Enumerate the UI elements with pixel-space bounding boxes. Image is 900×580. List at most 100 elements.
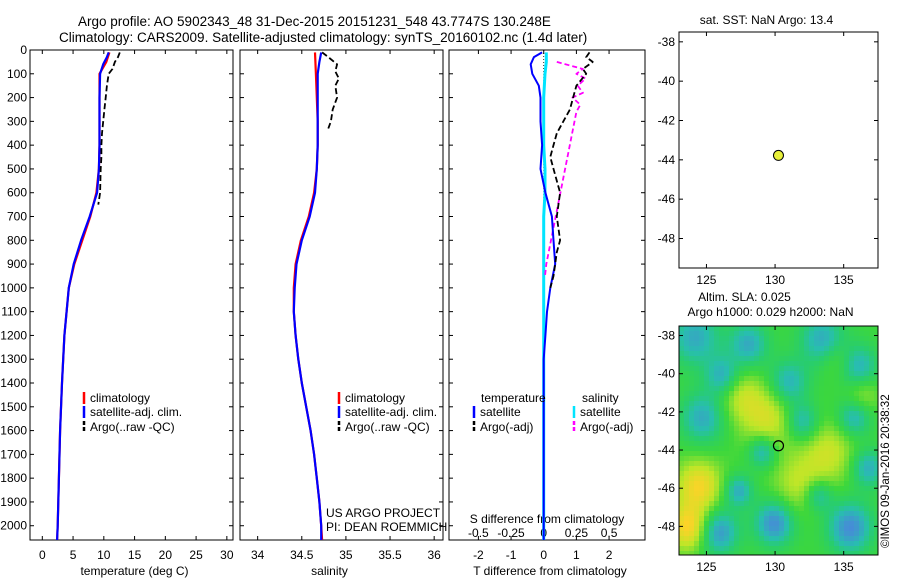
heatmap-cell xyxy=(774,481,780,487)
heatmap-cell xyxy=(859,391,865,397)
heatmap-cell xyxy=(699,506,705,512)
heatmap-cell xyxy=(849,411,855,417)
heatmap-cell xyxy=(684,521,690,527)
heatmap-cell xyxy=(839,546,845,552)
heatmap-cell xyxy=(859,341,865,347)
heatmap-cell xyxy=(704,436,710,442)
heatmap-cell xyxy=(784,426,790,432)
heatmap-cell xyxy=(779,506,785,512)
heatmap-cell xyxy=(734,401,740,407)
heatmap-cell xyxy=(684,341,690,347)
heatmap-cell xyxy=(704,331,710,337)
heatmap-cell xyxy=(869,346,875,352)
heatmap-cell xyxy=(754,426,760,432)
heatmap-cell xyxy=(749,441,755,447)
heatmap-cell xyxy=(834,551,840,555)
heatmap-cell xyxy=(809,466,815,472)
heatmap-cell xyxy=(864,431,870,437)
heatmap-cell xyxy=(829,496,835,502)
heatmap-cell xyxy=(849,501,855,507)
depth-tick-label: 1800 xyxy=(0,471,27,485)
heatmap-cell xyxy=(849,336,855,342)
depth-tick-label: 800 xyxy=(7,233,27,247)
heatmap-cell xyxy=(864,441,870,447)
heatmap-cell xyxy=(689,491,695,497)
heatmap-cell xyxy=(814,491,820,497)
heatmap-cell xyxy=(819,546,825,552)
heatmap-cell xyxy=(744,371,750,377)
heatmap-cell xyxy=(814,451,820,457)
heatmap-cell xyxy=(689,386,695,392)
heatmap-cell xyxy=(854,486,860,492)
heatmap-cell xyxy=(839,376,845,382)
heatmap-cell xyxy=(819,491,825,497)
heatmap-cell xyxy=(779,336,785,342)
heatmap-cell xyxy=(739,546,745,552)
heatmap-cell xyxy=(764,521,770,527)
heatmap-cell xyxy=(719,451,725,457)
heatmap-cell xyxy=(834,501,840,507)
heatmap-cell xyxy=(734,406,740,412)
heatmap-cell xyxy=(854,431,860,437)
heatmap-cell xyxy=(704,456,710,462)
heatmap-cell xyxy=(729,551,735,555)
heatmap-cell xyxy=(694,531,700,537)
heatmap-cell xyxy=(854,436,860,442)
heatmap-cell xyxy=(709,461,715,467)
heatmap-cell xyxy=(824,366,830,372)
heatmap-cell xyxy=(744,336,750,342)
heatmap-cell xyxy=(844,331,850,337)
heatmap-cell xyxy=(769,331,775,337)
heatmap-cell xyxy=(814,546,820,552)
heatmap-cell xyxy=(839,496,845,502)
heatmap-cell xyxy=(744,391,750,397)
heatmap-cell xyxy=(699,341,705,347)
heatmap-cell xyxy=(834,426,840,432)
heatmap-cell xyxy=(844,451,850,457)
heatmap-cell xyxy=(874,366,878,372)
heatmap-cell xyxy=(864,336,870,342)
heatmap-cell xyxy=(809,501,815,507)
heatmap-cell xyxy=(779,436,785,442)
heatmap-cell xyxy=(699,531,705,537)
heatmap-cell xyxy=(774,451,780,457)
heatmap-cell xyxy=(869,351,875,357)
heatmap-cell xyxy=(834,476,840,482)
heatmap-cell xyxy=(824,486,830,492)
sst-map-y-tick-label: -42 xyxy=(658,114,676,128)
heatmap-cell xyxy=(719,456,725,462)
heatmap-cell xyxy=(849,416,855,422)
heatmap-cell xyxy=(754,346,760,352)
heatmap-cell xyxy=(749,471,755,477)
heatmap-cell xyxy=(739,541,745,547)
heatmap-cell xyxy=(729,491,735,497)
heatmap-cell xyxy=(824,516,830,522)
heatmap-cell xyxy=(764,446,770,452)
heatmap-cell xyxy=(804,436,810,442)
heatmap-cell xyxy=(809,491,815,497)
heatmap-cell xyxy=(854,521,860,527)
heatmap-cell xyxy=(729,366,735,372)
heatmap-cell xyxy=(869,551,875,555)
heatmap-cell xyxy=(874,471,878,477)
heatmap-cell xyxy=(819,406,825,412)
heatmap-cell xyxy=(689,521,695,527)
temperature-x-tick-label: 30 xyxy=(220,548,234,562)
heatmap-cell xyxy=(824,386,830,392)
heatmap-cell xyxy=(744,361,750,367)
heatmap-cell xyxy=(744,466,750,472)
heatmap-cell xyxy=(864,406,870,412)
heatmap-cell xyxy=(754,476,760,482)
heatmap-cell xyxy=(694,541,700,547)
heatmap-cell xyxy=(854,411,860,417)
heatmap-cell xyxy=(694,546,700,552)
heatmap-cell xyxy=(804,541,810,547)
heatmap-cell xyxy=(864,421,870,427)
heatmap-cell xyxy=(704,431,710,437)
heatmap-cell xyxy=(814,441,820,447)
heatmap-cell xyxy=(719,366,725,372)
heatmap-cell xyxy=(689,496,695,502)
heatmap-cell xyxy=(684,551,690,555)
heatmap-cell xyxy=(819,531,825,537)
heatmap-cell xyxy=(794,431,800,437)
